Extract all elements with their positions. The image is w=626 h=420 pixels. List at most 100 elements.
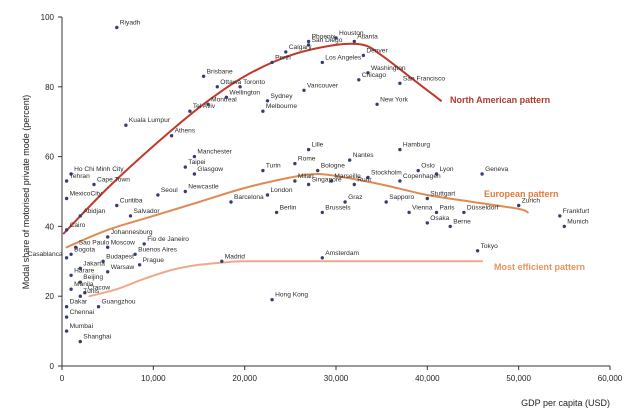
point-label: Marseille	[334, 173, 361, 180]
data-point	[265, 99, 270, 103]
point-label: Nantes	[353, 152, 375, 159]
point-label: Sao Paulo	[79, 239, 110, 246]
data-point	[64, 315, 69, 319]
data-point	[348, 158, 352, 162]
point-label: Johannesburg	[111, 229, 153, 236]
x-tick-label: 50,000	[506, 374, 531, 383]
data-point	[183, 189, 187, 194]
point-label: Shanghai	[83, 334, 111, 341]
data-point	[398, 147, 402, 152]
y-tick-label: 40	[45, 222, 54, 231]
data-point	[128, 214, 133, 218]
point-label: Abidjan	[83, 208, 105, 215]
point-label: Vancouver	[307, 82, 339, 89]
x-ticks: 0 10,000 20,000 30,000 40,000 50,000 60,000	[60, 366, 623, 383]
north-american-pattern-label: North American pattern	[450, 95, 550, 105]
point-label: Perth	[275, 54, 291, 61]
data-point	[169, 134, 174, 138]
point-label: Denver	[366, 47, 388, 54]
point-label: Düsseldorf	[467, 204, 499, 211]
data-point	[78, 280, 83, 284]
data-point	[302, 88, 306, 93]
point-label: San Francisco	[403, 75, 445, 82]
point-label: Dakar	[70, 299, 88, 306]
data-point	[74, 245, 78, 249]
point-label: Calgary	[289, 44, 312, 51]
data-point	[78, 214, 83, 218]
y-tick-label: 60	[45, 153, 54, 162]
point-label: Casablanca	[28, 251, 63, 258]
point-label: Stuttgart	[430, 191, 455, 198]
point-label: Paris	[440, 204, 456, 211]
point-label: Fio de Janeiro	[147, 236, 189, 243]
data-point	[366, 71, 370, 75]
data-point	[115, 203, 119, 208]
data-point	[220, 259, 224, 263]
point-label: Turin	[266, 163, 281, 170]
data-point	[64, 329, 69, 333]
data-points	[64, 25, 566, 344]
data-point	[293, 179, 297, 183]
data-point	[215, 85, 219, 89]
data-point	[320, 256, 324, 260]
data-point	[448, 224, 452, 229]
x-tick-label: 30,000	[324, 374, 349, 383]
data-point	[96, 305, 101, 309]
point-label: Beijing	[83, 274, 103, 281]
point-label: Tunis	[83, 288, 100, 295]
data-point	[206, 102, 210, 107]
data-point	[69, 252, 73, 256]
point-label: Vienna	[412, 204, 433, 211]
point-label: Geneva	[485, 166, 508, 173]
data-point	[192, 172, 197, 176]
european-trend-line	[65, 172, 529, 249]
point-label: Berne	[453, 218, 471, 225]
data-point	[192, 154, 197, 159]
data-point	[398, 179, 402, 183]
data-point	[306, 147, 311, 152]
data-point	[78, 339, 83, 344]
y-ticks: 0 20 40 60 80 100	[41, 13, 62, 371]
data-point	[270, 298, 274, 302]
data-point	[137, 263, 142, 267]
point-label: Riyadh	[120, 20, 141, 27]
data-point	[475, 249, 480, 253]
data-point	[274, 210, 279, 215]
point-label: Oslo	[421, 163, 435, 170]
point-label: Salvador	[134, 208, 161, 215]
x-tick-label: 60,000	[598, 374, 623, 383]
point-label: Sapporo	[389, 194, 414, 201]
point-label: Curitiba	[120, 198, 143, 205]
data-point	[106, 270, 110, 274]
data-point	[106, 245, 110, 249]
point-label: Lille	[312, 142, 324, 149]
data-point	[343, 200, 347, 204]
point-label: Taipei	[188, 159, 206, 166]
data-point	[101, 259, 105, 263]
point-label: Rome	[298, 156, 316, 163]
point-label: Madrid	[225, 253, 245, 260]
data-point	[480, 172, 484, 176]
x-axis-title: GDP per capita (USD)	[521, 398, 610, 408]
point-label: Guangzhou	[102, 299, 136, 306]
data-point	[366, 175, 370, 180]
data-point	[434, 172, 439, 176]
data-point	[416, 168, 420, 173]
data-point	[133, 252, 137, 256]
point-label: Budapest	[106, 253, 134, 260]
point-label: Cairo	[70, 222, 86, 229]
data-point	[425, 196, 429, 201]
data-point	[83, 291, 87, 295]
point-label: London	[271, 187, 293, 194]
data-point	[462, 210, 466, 215]
point-label: Cracow	[88, 285, 111, 292]
point-label: MexicoCity	[70, 191, 103, 198]
point-label: Seoul	[161, 187, 178, 194]
data-point	[293, 161, 297, 166]
point-label: New York	[380, 96, 409, 103]
data-point	[306, 39, 311, 44]
data-point	[265, 193, 270, 197]
point-label: Ho Chi Minh City	[74, 166, 124, 173]
data-point	[357, 78, 361, 82]
